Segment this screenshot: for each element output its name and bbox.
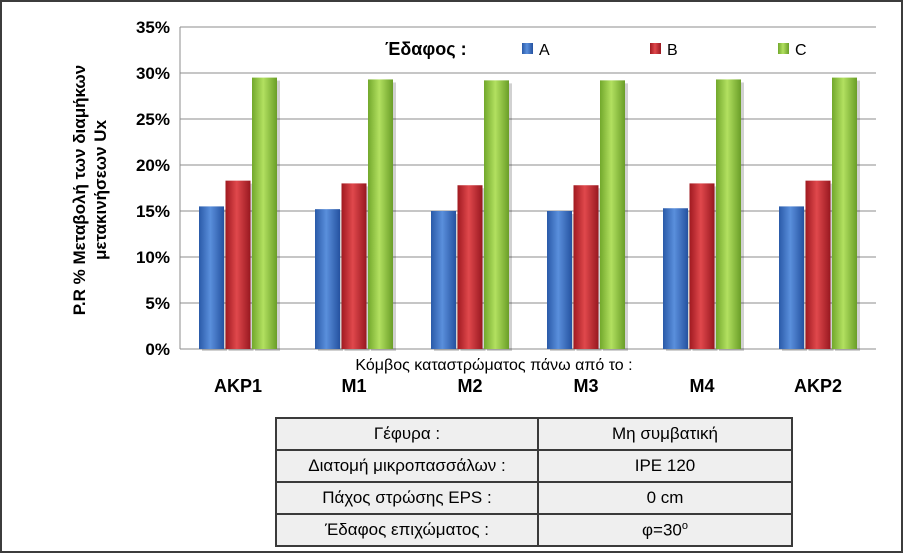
legend-label-C: C — [795, 42, 807, 59]
bar-A-1 — [199, 206, 224, 349]
x-category-label: Μ1 — [341, 376, 366, 396]
bar-C-2 — [368, 79, 393, 349]
bar-B-2 — [341, 183, 367, 349]
soil-angle-value: φ=30 — [642, 520, 682, 540]
x-axis-label: Κόμβος καταστρώματος πάνω από το : — [355, 357, 632, 374]
y-tick-label: 15% — [136, 202, 170, 221]
bars — [199, 77, 860, 352]
table-cell-label: Έδαφος επιχώματος : — [275, 513, 539, 547]
y-axis-ticks: 0% 5% 10% 15% 20% 25% 30% 35% — [136, 18, 170, 359]
bar-B-6 — [805, 180, 831, 349]
table-row: Έδαφος επιχώματος : φ=30o — [275, 513, 793, 547]
table-row: Πάχος στρώσης EPS : 0 cm — [275, 481, 793, 515]
gridlines — [179, 26, 876, 350]
table-cell-value: Μη συμβατική — [537, 417, 793, 451]
bar-B-1 — [225, 180, 251, 349]
x-category-label: Μ2 — [457, 376, 482, 396]
y-tick-label: 0% — [145, 340, 170, 359]
bar-C-3 — [484, 80, 509, 350]
legend-swatch-A — [522, 43, 533, 54]
table-cell-label: Διατομή μικροπασσάλων : — [275, 449, 539, 483]
x-category-label: ΑΚΡ2 — [794, 376, 842, 396]
table-cell-label: Γέφυρα : — [275, 417, 539, 451]
bar-A-5 — [663, 208, 688, 349]
table-row: Διατομή μικροπασσάλων : IPE 120 — [275, 449, 793, 483]
table-cell-value: φ=30o — [537, 513, 793, 547]
legend-items: A B C — [522, 42, 807, 59]
table-row: Γέφυρα : Μη συμβατική — [275, 417, 793, 451]
bar-A-6 — [779, 206, 804, 349]
y-tick-label: 20% — [136, 156, 170, 175]
y-tick-label: 5% — [145, 294, 170, 313]
bar-B-3 — [457, 185, 483, 349]
legend: Έδαφος : A B C — [385, 39, 807, 59]
legend-title: Έδαφος : — [385, 39, 467, 59]
bar-C-4 — [600, 80, 625, 350]
bar-C-1 — [252, 77, 277, 349]
bar-A-3 — [431, 211, 456, 349]
x-category-label: ΑΚΡ1 — [214, 376, 262, 396]
x-category-label: Μ3 — [573, 376, 598, 396]
y-tick-label: 35% — [136, 18, 170, 37]
parameters-table: Γέφυρα : Μη συμβατική Διατομή μικροπασσά… — [275, 417, 793, 547]
y-axis-label: P.R % Μεταβολή των διαμήκων μετακινήσεων… — [70, 65, 110, 315]
y-tick-label: 25% — [136, 110, 170, 129]
x-category-label: Μ4 — [689, 376, 714, 396]
bar-B-5 — [689, 183, 715, 349]
bar-A-4 — [547, 211, 572, 349]
table-cell-label: Πάχος στρώσης EPS : — [275, 481, 539, 515]
bar-C-6 — [832, 77, 857, 349]
legend-label-A: A — [539, 42, 550, 59]
y-axis-label-line2: μετακινήσεων Ux — [91, 119, 110, 260]
y-tick-label: 10% — [136, 248, 170, 267]
legend-swatch-C — [778, 43, 789, 54]
x-axis-categories: ΑΚΡ1 Μ1 Μ2 Μ3 Μ4 ΑΚΡ2 — [214, 376, 842, 396]
bar-B-4 — [573, 185, 599, 349]
bar-A-2 — [315, 209, 340, 349]
degree-symbol: o — [681, 519, 688, 532]
y-axis-label-line1: P.R % Μεταβολή των διαμήκων — [70, 65, 89, 315]
table-cell-value: 0 cm — [537, 481, 793, 515]
legend-label-B: B — [667, 42, 678, 59]
bar-C-5 — [716, 79, 741, 349]
y-tick-label: 30% — [136, 64, 170, 83]
table-cell-value: IPE 120 — [537, 449, 793, 483]
legend-swatch-B — [650, 43, 661, 54]
